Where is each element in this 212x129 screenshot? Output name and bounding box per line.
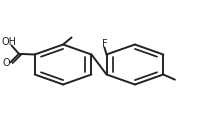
Text: O: O bbox=[2, 58, 10, 68]
Text: F: F bbox=[102, 39, 107, 49]
Text: OH: OH bbox=[2, 37, 17, 47]
